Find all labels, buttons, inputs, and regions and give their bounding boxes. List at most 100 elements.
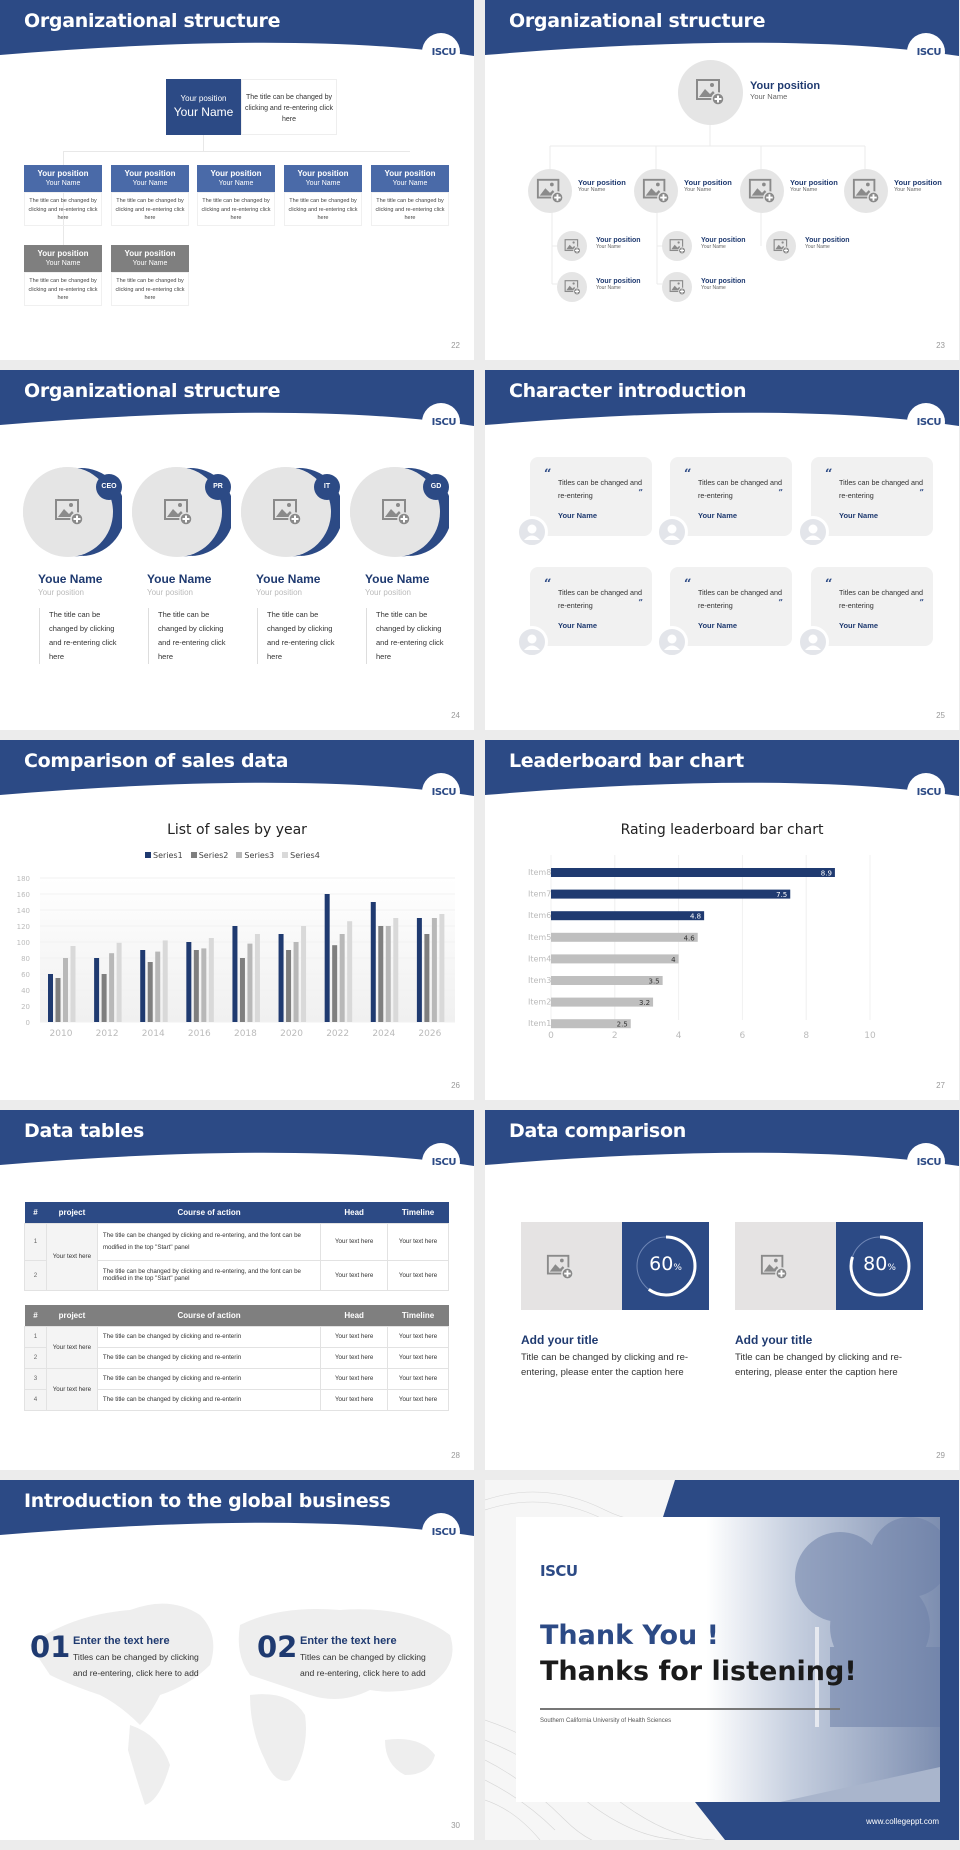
slide-22[interactable]: Organizational structure ISCU Your posit…	[0, 0, 474, 360]
image-placeholder-icon	[642, 178, 670, 204]
slide-24[interactable]: Organizational structure ISCU CEO Youe Na…	[0, 370, 474, 730]
svg-text:40: 40	[21, 987, 30, 995]
avatar-placeholder[interactable]	[557, 272, 587, 302]
org-card[interactable]: Your position Your Name The title can be c…	[111, 245, 189, 306]
org-card-header: Your position Your Name	[371, 165, 449, 192]
col-header: Head	[344, 1310, 364, 1320]
column-chart: 0 20 40 60 80 100 120 140 160 180 2010 2012 2014 2016…	[17, 875, 455, 1039]
svg-text:2.5: 2.5	[617, 1021, 628, 1029]
slide-26[interactable]: Comparison of sales data ISCU List of sa…	[0, 740, 474, 1100]
avatar-placeholder[interactable]	[766, 231, 796, 261]
svg-text:Item1: Item1	[528, 1019, 551, 1028]
website-link[interactable]: www.collegeppt.com	[866, 1817, 939, 1826]
connector-lines	[549, 125, 866, 285]
slide-thank-you[interactable]: ISCU Thank You ! Thanks for listening! S…	[485, 1480, 959, 1840]
node-position: Your position	[684, 178, 732, 187]
org-card[interactable]: Your position Your Name The title can be c…	[111, 165, 189, 226]
node-position: Your position	[894, 178, 942, 187]
svg-text:4.8: 4.8	[690, 913, 701, 921]
image-placeholder[interactable]	[735, 1222, 836, 1310]
item-text: Titles can be changed by clicking and re…	[73, 1652, 199, 1678]
head-cell: Your text here	[320, 1259, 389, 1291]
item-number: 01	[30, 1630, 71, 1664]
svg-text:2014: 2014	[142, 1029, 165, 1039]
card-description: The title can be changed by clicking and…	[197, 192, 275, 226]
quote-text: Titles can be changed and re-entering	[698, 588, 783, 610]
testimonial-card[interactable]: “ Titles can be changed and re-entering” Y…	[670, 457, 792, 536]
node-name: Your Name	[701, 285, 726, 291]
slide-23[interactable]: Organizational structure ISCU Your posit…	[485, 0, 959, 360]
role-badge: PR	[205, 474, 231, 500]
slide-title: Organizational structure	[24, 380, 281, 402]
org-node-label: Your position Your Name	[805, 237, 850, 250]
testimonial-card[interactable]: “ Titles can be changed and re-entering” Y…	[670, 567, 792, 646]
testimonial-card[interactable]: “ Titles can be changed and re-entering” Y…	[530, 457, 652, 536]
slide-30[interactable]: Introduction to the global business ISCU…	[0, 1480, 474, 1840]
avatar-placeholder[interactable]	[662, 231, 692, 261]
legend-item: Series4	[282, 851, 320, 860]
avatar-placeholder[interactable]	[662, 272, 692, 302]
org-card[interactable]: Your position Your Name The title can be c…	[284, 165, 362, 226]
slide-27[interactable]: Leaderboard bar chart ISCU Rating leader…	[485, 740, 959, 1100]
close-quote-icon: ”	[919, 487, 924, 497]
org-card[interactable]: Your position Your Name The title can be c…	[24, 245, 102, 306]
image-placeholder-icon	[669, 239, 686, 255]
svg-text:7.5: 7.5	[776, 891, 787, 899]
person-name: Your Name	[698, 511, 738, 520]
percent-value: 80	[863, 1253, 888, 1275]
testimonial-card[interactable]: “ Titles can be changed and re-entering” Y…	[811, 567, 933, 646]
image-placeholder[interactable]	[521, 1222, 622, 1310]
slide-28[interactable]: Data tables ISCU # project Course of act…	[0, 1110, 474, 1470]
org-card[interactable]: Your position Your Name The title can be c…	[197, 165, 275, 226]
close-quote-icon: ”	[778, 487, 783, 497]
user-avatar-icon	[656, 516, 688, 548]
node-name: Your Name	[684, 187, 712, 193]
user-avatar-icon	[516, 626, 548, 658]
percent-label: 60%	[622, 1253, 709, 1275]
node-name: Your Name	[596, 244, 621, 250]
avatar-placeholder[interactable]	[634, 169, 678, 213]
card-description: The title can be changed by clicking and…	[284, 192, 362, 226]
svg-text:Item5: Item5	[528, 933, 551, 942]
org-card[interactable]: Your position Your Name The title can be c…	[371, 165, 449, 226]
logo-badge	[422, 1513, 460, 1551]
logo-badge	[907, 403, 945, 441]
testimonial-card[interactable]: “ Titles can be changed and re-entering” Y…	[811, 457, 933, 536]
svg-text:0: 0	[26, 1019, 30, 1027]
horizontal-bar-chart: 0 2 4 6 8 10 Item8 8.9 Item7 7.5 Item6 4.8 Item5 4.6 I…	[528, 855, 876, 1041]
avatar-placeholder[interactable]	[678, 60, 743, 125]
logo-badge	[907, 33, 945, 71]
slide-25[interactable]: Character introduction ISCU “ Titles can …	[485, 370, 959, 730]
org-top-label: Your position Your Name	[750, 80, 820, 101]
svg-text:10: 10	[864, 1031, 876, 1041]
slide-29[interactable]: Data comparison ISCU 60% Add your title Ti…	[485, 1110, 959, 1470]
avatar-placeholder[interactable]	[528, 169, 572, 213]
percent-box: 60%	[622, 1222, 709, 1310]
row-number: 3	[24, 1367, 47, 1390]
timeline-cell: Your text here	[387, 1222, 449, 1261]
iscu-logo: ISCU	[916, 787, 942, 798]
avatar-placeholder[interactable]	[740, 169, 784, 213]
avatar-placeholder[interactable]	[557, 231, 587, 261]
org-card-header: Your position Your Name	[24, 245, 102, 272]
open-quote-icon: “	[544, 577, 552, 592]
logo-badge	[907, 773, 945, 811]
person-description: The title can be changed by clicking and…	[39, 608, 119, 664]
image-placeholder-icon	[55, 499, 84, 526]
user-avatar-icon	[797, 516, 829, 548]
quote-text: Titles can be changed and re-entering	[558, 478, 643, 500]
item-text: Title can be changed by clicking and re-…	[735, 1352, 903, 1378]
svg-text:Item6: Item6	[528, 911, 551, 920]
org-top-node[interactable]: Your position Your Name	[166, 79, 241, 135]
svg-text:2010: 2010	[50, 1029, 73, 1039]
blue-frame-shapes	[663, 1480, 959, 1840]
testimonial-card[interactable]: “ Titles can be changed and re-entering” Y…	[530, 567, 652, 646]
node-position: Your position	[701, 278, 746, 285]
iscu-logo: ISCU	[431, 1157, 457, 1168]
slide-title: Leaderboard bar chart	[509, 750, 744, 772]
legend-label: Series3	[244, 851, 275, 860]
image-placeholder-icon	[773, 239, 790, 255]
avatar-placeholder[interactable]	[844, 169, 888, 213]
slide-header	[0, 740, 474, 800]
org-card[interactable]: Your position Your Name The title can be c…	[24, 165, 102, 226]
